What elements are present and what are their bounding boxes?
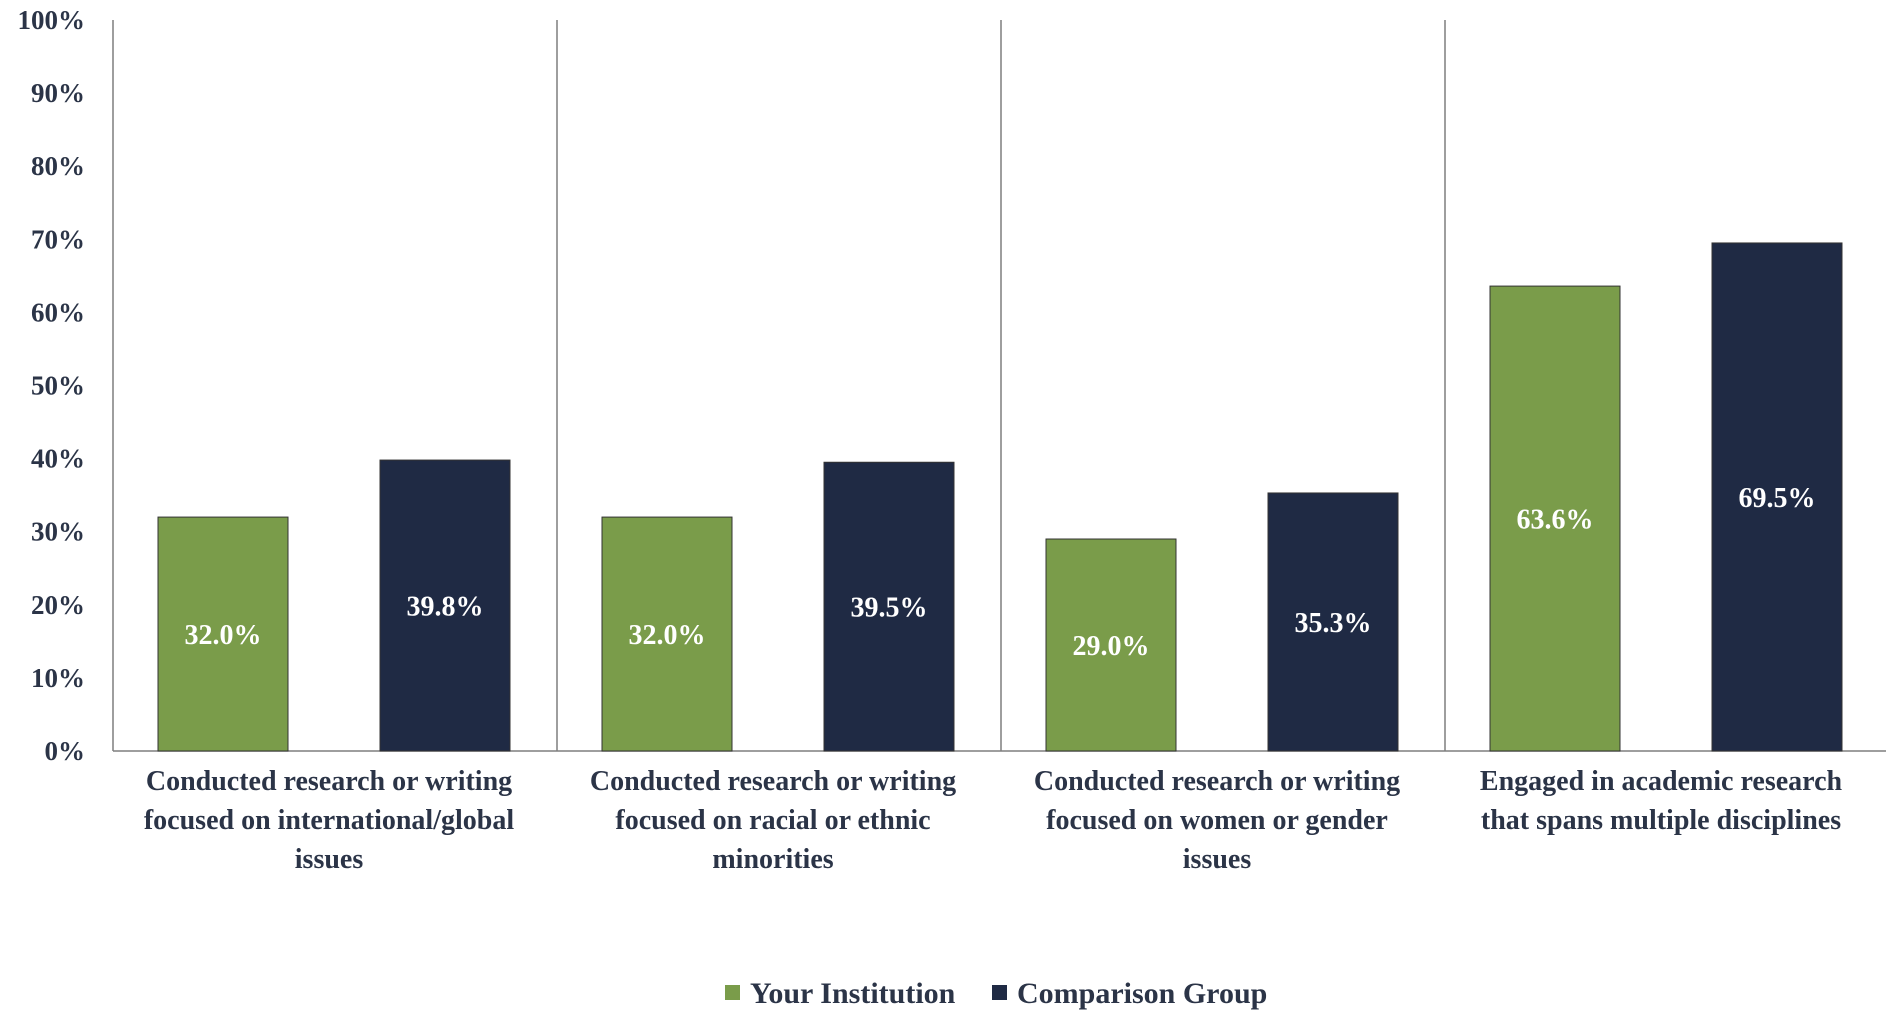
data-label: 29.0%	[1073, 631, 1150, 662]
category-label: Conducted research or writing focused on …	[590, 766, 956, 875]
y-tick-label: 40%	[31, 444, 85, 474]
y-tick-label: 60%	[31, 297, 85, 327]
legend: Your Institution Comparison Group	[725, 977, 1267, 1010]
bar	[1711, 242, 1843, 752]
y-tick-label: 100%	[18, 5, 86, 35]
legend-label: Comparison Group	[1017, 977, 1267, 1010]
bar	[1267, 492, 1399, 752]
category-labels: Conducted research or writing focused on …	[144, 766, 1843, 875]
y-tick-labels: 0% 10% 20% 30% 40% 50% 60% 70% 80% 90% 100%	[18, 5, 86, 766]
bar	[1489, 285, 1621, 752]
bars	[157, 242, 1843, 752]
category-label: Engaged in academic research that spans m…	[1480, 766, 1843, 836]
legend-swatch	[725, 985, 740, 1000]
data-label: 39.5%	[851, 593, 928, 624]
legend-label: Your Institution	[750, 977, 956, 1010]
y-tick-label: 20%	[31, 590, 85, 620]
bar	[379, 459, 511, 752]
data-label: 32.0%	[629, 620, 706, 651]
y-tick-label: 10%	[31, 663, 85, 693]
y-tick-label: 70%	[31, 224, 85, 254]
y-tick-label: 30%	[31, 517, 85, 547]
y-tick-label: 80%	[31, 151, 85, 181]
y-tick-label: 0%	[45, 736, 86, 766]
data-label: 32.0%	[185, 620, 262, 651]
legend-swatch	[992, 985, 1007, 1000]
data-label: 69.5%	[1739, 483, 1816, 514]
bar	[157, 516, 289, 752]
category-label: Conducted research or writing focused on …	[1034, 766, 1400, 875]
data-labels: 32.0% 32.0% 29.0% 63.6% 39.8% 39.5% 35.3% 69.5%	[185, 483, 1816, 662]
bar	[1045, 538, 1177, 752]
data-label: 39.8%	[407, 592, 484, 623]
bar	[601, 516, 733, 752]
y-tick-label: 90%	[31, 78, 85, 108]
y-tick-label: 50%	[31, 371, 85, 401]
data-label: 63.6%	[1517, 505, 1594, 536]
bar	[823, 461, 955, 752]
category-label: Conducted research or writing focused on …	[144, 766, 514, 875]
data-label: 35.3%	[1295, 608, 1372, 639]
